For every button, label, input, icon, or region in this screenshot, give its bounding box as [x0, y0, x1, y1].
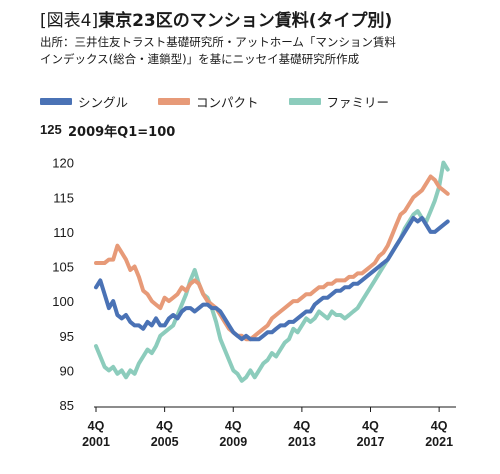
legend-item-compact: コンパクト — [158, 92, 259, 111]
x-tick-label-q-2013: 4Q — [294, 419, 311, 433]
x-tick-label-q-2001: 4Q — [88, 419, 105, 433]
legend-swatch-family — [288, 98, 321, 105]
legend-label-family: ファミリー — [326, 95, 390, 110]
y-tick-label-105: 105 — [52, 260, 74, 275]
series-line-single — [94, 216, 450, 342]
y-tick-label-125: 125 — [40, 122, 62, 137]
legend-label-compact: コンパクト — [196, 95, 259, 110]
title-bracket: [図表4] — [40, 11, 99, 31]
legend-item-single: シングル — [40, 92, 128, 111]
x-tick-label-year-2001: 2001 — [82, 435, 110, 449]
source-note: 出所：三井住友トラスト基礎研究所・アットホーム「マンション賃料 インデックス(総… — [40, 34, 490, 68]
x-tick-label-year-2021: 2021 — [425, 435, 453, 449]
legend-swatch-compact — [158, 98, 191, 105]
y-tick-label-115: 115 — [53, 190, 74, 205]
y-tick-label-100: 100 — [52, 294, 74, 309]
chart-legend: シングル コンパクト ファミリー — [40, 92, 389, 111]
source-line-1: 出所：三井住友トラスト基礎研究所・アットホーム「マンション賃料 — [40, 35, 396, 49]
title-main: 東京23区のマンション賃料(タイプ別) — [98, 11, 393, 31]
legend-item-family: ファミリー — [288, 92, 390, 111]
y-tick-label-95: 95 — [60, 329, 74, 344]
x-tick-label-q-2017: 4Q — [362, 419, 379, 433]
y-axis-note: 2009年Q1=100 — [68, 125, 176, 140]
x-tick-label-q-2005: 4Q — [156, 419, 173, 433]
y-tick-label-85: 85 — [60, 398, 74, 413]
chart-title: [図表4]東京23区のマンション賃料(タイプ別) — [40, 10, 490, 32]
legend-label-single: シングル — [78, 95, 129, 110]
x-tick-label-year-2013: 2013 — [288, 435, 316, 449]
x-tick-label-q-2009: 4Q — [225, 419, 242, 433]
y-tick-label-90: 90 — [60, 363, 74, 378]
x-tick-label-year-2005: 2005 — [151, 435, 179, 449]
x-tick-label-year-2017: 2017 — [357, 435, 385, 449]
x-tick-label-year-2009: 2009 — [219, 435, 247, 449]
chart-header: [図表4]東京23区のマンション賃料(タイプ別) 出所：三井住友トラスト基礎研究… — [40, 10, 490, 68]
series-line-compact — [94, 174, 450, 342]
series-line-family — [94, 160, 450, 383]
x-tick-label-q-2021: 4Q — [431, 419, 448, 433]
y-tick-label-120: 120 — [52, 156, 74, 171]
y-tick-label-110: 110 — [53, 225, 74, 240]
source-line-2: インデックス(総合・連鎖型)」を基にニッセイ基礎研究所作成 — [40, 52, 360, 66]
legend-swatch-single — [40, 98, 72, 105]
